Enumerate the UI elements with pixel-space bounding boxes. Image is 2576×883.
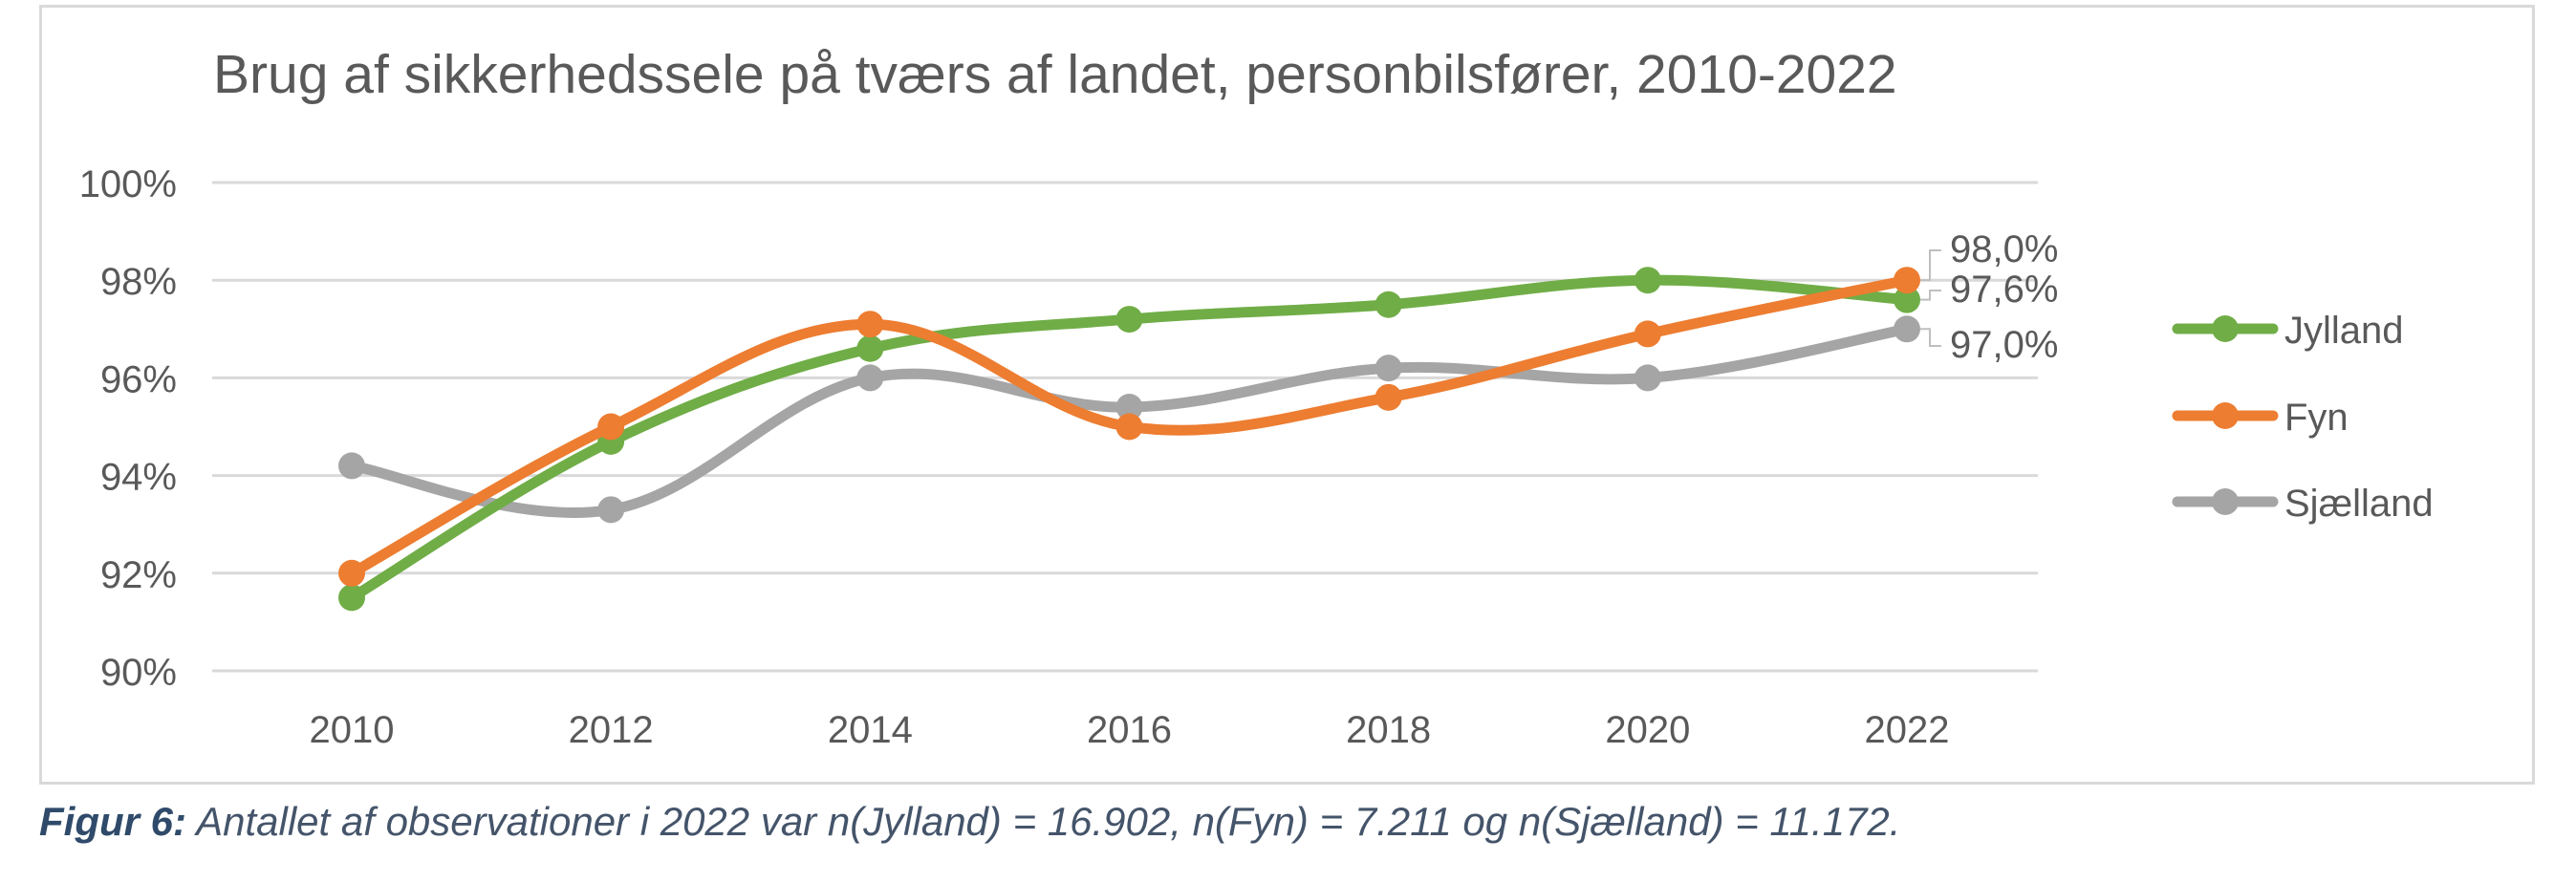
- data-point: [1375, 291, 1402, 318]
- x-tick-label: 2022: [1865, 709, 1950, 751]
- series-lines: [338, 267, 1920, 612]
- data-point: [1115, 394, 1143, 421]
- legend-marker: [2212, 488, 2239, 515]
- y-tick-label: 96%: [100, 358, 177, 400]
- y-tick-label: 92%: [100, 554, 177, 596]
- y-tick-label: 94%: [100, 457, 177, 499]
- x-tick-label: 2014: [828, 709, 913, 751]
- figure-caption-text: Antallet af observationer i 2022 var n(J…: [186, 799, 1901, 844]
- x-tick-label: 2010: [310, 709, 395, 751]
- x-tick-label: 2012: [569, 709, 654, 751]
- data-label: 97,0%: [1950, 324, 2058, 366]
- data-point: [597, 496, 625, 524]
- data-point: [1894, 286, 1920, 313]
- chart-frame: [39, 5, 2535, 785]
- data-point: [338, 452, 365, 480]
- leader-line: [1920, 290, 1941, 301]
- y-axis: 90% 92% 94% 96% 98% 100%: [79, 163, 177, 694]
- x-tick-label: 2020: [1605, 709, 1690, 751]
- data-point: [1115, 306, 1143, 334]
- leader-line: [1920, 249, 1941, 282]
- chart-title: Brug af sikkerhedssele på tværs af lande…: [213, 44, 1897, 105]
- legend-label: Sjælland: [2284, 483, 2434, 525]
- legend-label: Fyn: [2284, 397, 2349, 439]
- legend: Jylland Fyn Sjælland: [2172, 310, 2434, 525]
- data-point: [1894, 267, 1920, 294]
- data-point: [856, 311, 884, 338]
- data-point: [338, 559, 365, 587]
- data-label: 97,6%: [1950, 269, 2058, 311]
- legend-marker: [2212, 402, 2239, 429]
- figure-caption: Figur 6: Antallet af observationer i 202…: [39, 799, 1900, 845]
- x-tick-label: 2018: [1346, 709, 1431, 751]
- data-point: [856, 364, 884, 392]
- legend-item-sjælland: Sjælland: [2172, 483, 2434, 525]
- data-point: [1634, 267, 1661, 294]
- legend-item-fyn: Fyn: [2172, 397, 2349, 439]
- series-fyn: [338, 267, 1920, 587]
- data-point: [1375, 383, 1402, 411]
- data-point: [1894, 315, 1920, 343]
- data-point: [856, 334, 884, 362]
- y-tick-label: 98%: [100, 261, 177, 303]
- legend-item-jylland: Jylland: [2172, 310, 2404, 352]
- legend-label: Jylland: [2284, 310, 2404, 352]
- leader-line: [1920, 328, 1941, 347]
- y-tick-label: 90%: [100, 652, 177, 694]
- x-tick-label: 2016: [1087, 709, 1172, 751]
- y-tick-label: 100%: [79, 163, 177, 205]
- legend-marker: [2212, 315, 2239, 342]
- end-labels: 98,0%97,6% 97,0%: [1920, 228, 2058, 366]
- data-point: [597, 413, 625, 441]
- data-point: [1634, 320, 1661, 348]
- data-point: [1634, 364, 1661, 392]
- data-point: [1375, 355, 1402, 382]
- series-sjælland: [338, 315, 1920, 524]
- data-label: 98,0%: [1950, 228, 2058, 270]
- figure-caption-label: Figur 6:: [39, 799, 186, 844]
- data-point: [1115, 413, 1143, 441]
- data-point: [338, 584, 365, 612]
- x-axis: 2010 2012 2014 2016 2018 2020 2022: [310, 709, 1950, 751]
